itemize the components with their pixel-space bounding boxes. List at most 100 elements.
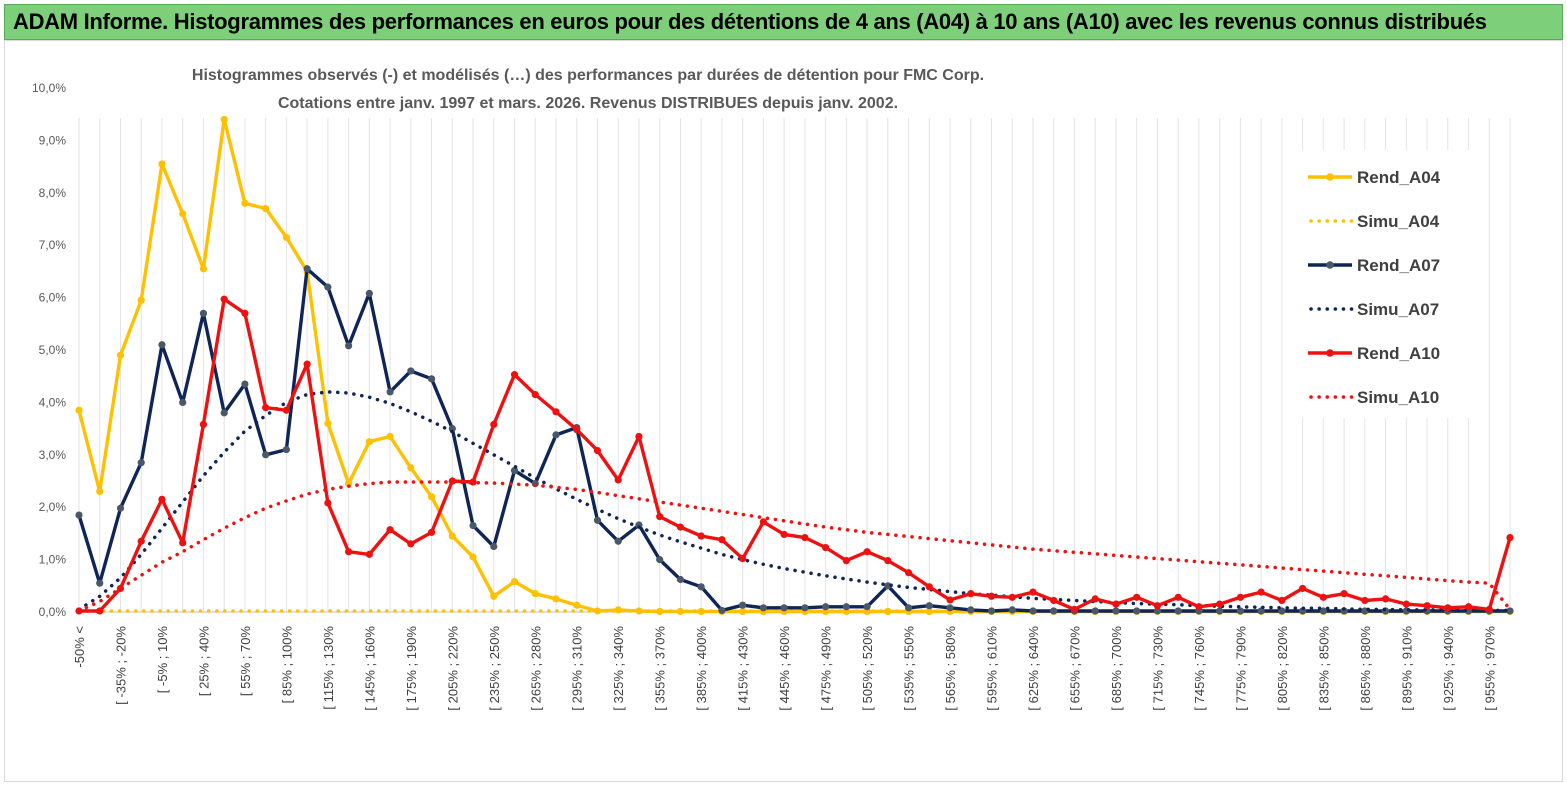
series-rend-a10-point — [656, 513, 664, 521]
x-tick-label: [ 535% ; 550% — [902, 626, 917, 711]
series-rend-a04-point — [179, 210, 187, 218]
y-tick-label: 5,0% — [39, 343, 67, 357]
series-rend-a10-point — [967, 590, 975, 598]
x-tick-label: [ 475% ; 490% — [819, 626, 834, 711]
series-rend-a07-point — [1008, 606, 1016, 614]
series-rend-a10-point — [199, 420, 208, 429]
y-axis: 0,0% 1,0% 2,0% 3,0% 4,0% 5,0% 6,0% 7,0% 8,0% 9,0%… — [32, 81, 66, 619]
x-tick-label: [ 925% ; 940% — [1441, 626, 1456, 711]
series-rend-a04-point — [137, 296, 145, 304]
series-rend-a10-point — [780, 530, 788, 539]
legend-item-rend-a10[interactable]: Rend_A10 — [1308, 344, 1440, 363]
x-tick-label: [ 955% ; 970% — [1482, 626, 1497, 711]
series-rend-a07-point — [1112, 607, 1120, 615]
series-rend-a10-point — [1319, 593, 1327, 601]
series-rend-a04-point — [510, 578, 519, 586]
series-rend-a10-point — [987, 592, 996, 600]
series-rend-a07-point — [614, 537, 622, 545]
x-tick-label: [ 145% ; 160% — [362, 626, 377, 711]
y-tick-label: 2,0% — [39, 500, 67, 514]
legend-label: Rend_A10 — [1357, 344, 1440, 363]
series-rend-a04-point — [448, 532, 456, 540]
x-tick-label: -50% < — [72, 626, 87, 668]
series-rend-a10-point — [1029, 588, 1037, 596]
series-rend-a07-point — [904, 604, 913, 612]
legend-item-simu-a04[interactable]: Simu_A04 — [1309, 212, 1440, 231]
series-rend-a07-point — [386, 388, 394, 396]
y-tick-label: 4,0% — [39, 395, 67, 409]
series-rend-a10-point — [262, 404, 270, 412]
series-rend-a04-point — [241, 199, 249, 207]
x-tick-label: [ 235% ; 250% — [487, 626, 502, 711]
series-rend-a07-point — [345, 342, 353, 350]
series-rend-a07-point — [116, 504, 125, 512]
series-rend-a10-point — [614, 476, 622, 484]
chart-title-line-2: Cotations entre janv. 1997 et mars. 2026… — [278, 95, 898, 112]
series-rend-a07-point — [179, 398, 187, 406]
legend-marker — [1326, 349, 1334, 357]
series-rend-a04-point — [614, 606, 622, 614]
series-rend-a07-point — [303, 265, 311, 273]
x-tick-label: [ -5% ; 10% — [155, 626, 170, 694]
series-rend-a07-point — [427, 375, 436, 383]
x-tick-label: [ 595% ; 610% — [985, 626, 1000, 711]
series-rend-a10-point — [531, 390, 539, 399]
legend-item-simu-a10[interactable]: Simu_A10 — [1309, 388, 1439, 407]
series-rend-a10-point — [904, 569, 913, 577]
legend-label: Rend_A04 — [1357, 168, 1441, 187]
series-rend-a07-point — [1050, 607, 1058, 615]
series-rend-a10-point — [1008, 593, 1016, 601]
x-tick-label: [ 895% ; 910% — [1399, 626, 1414, 711]
series-rend-a04-point — [531, 590, 539, 598]
series-rend-a10-point — [1444, 604, 1452, 612]
x-tick-label: [ 445% ; 460% — [777, 626, 792, 711]
series-rend-a07-point — [158, 341, 166, 349]
series-rend-a10-point — [1381, 595, 1390, 603]
legend-label: Rend_A07 — [1357, 256, 1440, 275]
series-rend-a10-point — [1153, 602, 1162, 610]
series-rend-a07-point — [365, 289, 373, 298]
series-simu-a10 — [77, 480, 1512, 613]
series-rend-a10-point — [635, 432, 643, 441]
x-tick-label: [ 265% ; 280% — [528, 626, 543, 711]
series-rend-a10-point — [573, 426, 581, 434]
x-tick-label: [ 295% ; 310% — [570, 626, 585, 711]
series-rend-a10-point — [801, 533, 809, 542]
series-rend-a10-point — [365, 550, 373, 558]
series-rend-a07-point — [1236, 607, 1244, 615]
report-banner: ADAM Informe. Histogrammes des performan… — [4, 4, 1563, 40]
series-rend-a07-point — [1029, 607, 1037, 615]
legend[interactable]: Rend_A04 Simu_A04 Rend_A07 Simu_A07 Rend_A10… — [1290, 150, 1470, 418]
x-tick-label: [ 835% ; 850% — [1316, 626, 1331, 711]
legend-item-rend-a07[interactable]: Rend_A07 — [1308, 256, 1440, 275]
x-tick-label: [ 775% ; 790% — [1233, 626, 1248, 711]
series-rend-a10-point — [822, 543, 830, 552]
series-rend-a10-point — [179, 539, 187, 547]
series-simu-a07-line — [77, 390, 1512, 613]
series-rend-a10-point — [739, 554, 747, 563]
legend-item-simu-a07[interactable]: Simu_A07 — [1309, 300, 1439, 319]
y-tick-label: 3,0% — [39, 448, 67, 462]
y-tick-label: 10,0% — [32, 81, 66, 95]
series-rend-a10-point — [1133, 593, 1141, 601]
series-rend-a04-point — [220, 115, 228, 124]
series-rend-a10-point — [1402, 600, 1410, 608]
series-rend-a07-point — [510, 466, 519, 475]
chart-title-line-1: Histogrammes observés (-) et modélisés (… — [192, 67, 984, 84]
series-simu-a07 — [77, 390, 1512, 613]
x-axis: -50% < [ -35% ; -20% [ -5% ; 10% [ 25% ; 40… — [72, 611, 1510, 711]
series-rend-a10-point — [1216, 600, 1224, 608]
series-rend-a10-point — [386, 526, 394, 534]
series-rend-a07-point — [676, 575, 685, 584]
series-rend-a04-point — [96, 487, 104, 496]
x-tick-label: [ 205% ; 220% — [445, 626, 460, 711]
series-rend-a07-line — [77, 267, 1510, 613]
legend-item-rend-a04[interactable]: Rend_A04 — [1308, 168, 1441, 187]
y-tick-label: 9,0% — [39, 133, 67, 147]
series-rend-a10-line — [79, 297, 1512, 613]
series-rend-a10-point — [282, 406, 290, 414]
series-rend-a10-point — [1299, 584, 1307, 593]
series-rend-a07-point — [1091, 607, 1099, 615]
x-tick-label: [ 55% ; 70% — [238, 626, 253, 697]
